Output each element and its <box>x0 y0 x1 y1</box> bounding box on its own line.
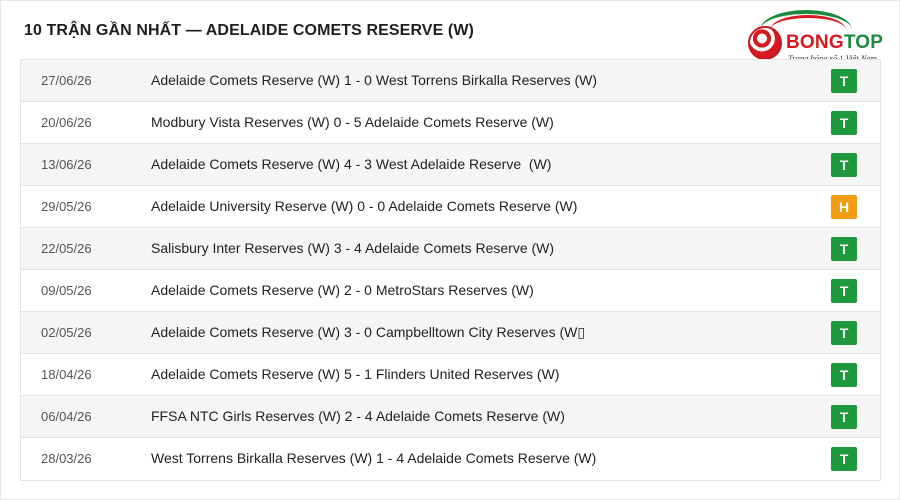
match-fixture[interactable]: FFSA NTC Girls Reserves (W) 2 - 4 Adelai… <box>151 408 565 424</box>
match-date: 02/05/26 <box>41 325 92 340</box>
match-fixture[interactable]: Adelaide Comets Reserve (W) 2 - 0 MetroS… <box>151 282 534 298</box>
match-fixture[interactable]: Modbury Vista Reserves (W) 0 - 5 Adelaid… <box>151 114 554 130</box>
match-fixture[interactable]: Salisbury Inter Reserves (W) 3 - 4 Adela… <box>151 240 554 256</box>
home-team: Adelaide Comets Reserve (W) <box>151 282 341 298</box>
away-team: Adelaide Comets Reserve (W) <box>388 198 578 214</box>
match-score: 3 - 4 <box>333 240 362 256</box>
match-score: 0 - 5 <box>333 114 362 130</box>
recent-matches-table: 27/06/26 Adelaide Comets Reserve (W) 1 - … <box>20 59 881 481</box>
home-team: Adelaide Comets Reserve (W) <box>151 366 341 382</box>
away-team: West Adelaide Reserve (W) <box>375 156 552 172</box>
logo-brand-part1: BONG <box>786 32 844 53</box>
result-badge-win: T <box>831 69 857 93</box>
match-row[interactable]: 18/04/26 Adelaide Comets Reserve (W) 5 - … <box>21 354 880 396</box>
result-badge-draw: H <box>831 195 857 219</box>
logo-brand-part2: TOP <box>843 32 884 53</box>
away-team: Adelaide Comets Reserve (W) <box>407 450 597 466</box>
away-team: Campbelltown City Reserves (W▯ <box>375 324 586 340</box>
soccer-ball-icon <box>748 26 782 60</box>
result-badge-win: T <box>831 321 857 345</box>
match-row[interactable]: 13/06/26 Adelaide Comets Reserve (W) 4 - … <box>21 144 880 186</box>
match-date: 29/05/26 <box>41 199 92 214</box>
logo-swoosh-red <box>770 15 846 45</box>
match-score: 1 - 0 <box>343 72 372 88</box>
match-row[interactable]: 06/04/26 FFSA NTC Girls Reserves (W) 2 - … <box>21 396 880 438</box>
match-score: 2 - 4 <box>344 408 373 424</box>
home-team: Salisbury Inter Reserves (W) <box>151 240 330 256</box>
match-row[interactable]: 27/06/26 Adelaide Comets Reserve (W) 1 - … <box>21 60 880 102</box>
away-team: Adelaide Comets Reserve (W) <box>364 114 554 130</box>
away-team: Adelaide Comets Reserve (W) <box>364 240 555 256</box>
match-date: 06/04/26 <box>41 409 92 424</box>
away-team: Adelaide Comets Reserve (W) <box>375 408 565 424</box>
match-fixture[interactable]: Adelaide University Reserve (W) 0 - 0 Ad… <box>151 198 577 214</box>
result-badge-win: T <box>831 405 857 429</box>
match-fixture[interactable]: Adelaide Comets Reserve (W) 5 - 1 Flinde… <box>151 366 559 382</box>
home-team: Adelaide Comets Reserve (W) <box>151 324 341 340</box>
result-badge-win: T <box>831 237 857 261</box>
match-date: 22/05/26 <box>41 241 92 256</box>
match-fixture[interactable]: Adelaide Comets Reserve (W) 4 - 3 West A… <box>151 156 551 172</box>
result-badge-win: T <box>831 153 857 177</box>
logo-brand: BONGTOP <box>786 32 883 54</box>
home-team: Adelaide University Reserve (W) <box>151 198 354 214</box>
match-row[interactable]: 20/06/26 Modbury Vista Reserves (W) 0 - 5… <box>21 102 880 144</box>
match-date: 18/04/26 <box>41 367 92 382</box>
match-score: 0 - 0 <box>357 198 386 214</box>
match-row[interactable]: 02/05/26 Adelaide Comets Reserve (W) 3 - … <box>21 312 880 354</box>
away-team: West Torrens Birkalla Reserves (W) <box>375 72 598 88</box>
home-team: FFSA NTC Girls Reserves (W) <box>151 408 341 424</box>
away-team: MetroStars Reserves (W) <box>375 282 534 298</box>
home-team: Modbury Vista Reserves (W) <box>151 114 330 130</box>
match-date: 20/06/26 <box>41 115 92 130</box>
match-row[interactable]: 09/05/26 Adelaide Comets Reserve (W) 2 - … <box>21 270 880 312</box>
match-row[interactable]: 28/03/26 West Torrens Birkalla Reserves (… <box>21 438 880 480</box>
match-score: 5 - 1 <box>343 366 372 382</box>
home-team: Adelaide Comets Reserve (W) <box>151 72 341 88</box>
result-badge-win: T <box>831 363 857 387</box>
home-team: West Torrens Birkalla Reserves (W) <box>151 450 373 466</box>
logo-swoosh-green <box>760 10 852 50</box>
match-date: 27/06/26 <box>41 73 92 88</box>
match-score: 2 - 0 <box>343 282 372 298</box>
match-row[interactable]: 29/05/26 Adelaide University Reserve (W) … <box>21 186 880 228</box>
match-score: 4 - 3 <box>343 156 372 172</box>
match-row[interactable]: 22/05/26 Salisbury Inter Reserves (W) 3 -… <box>21 228 880 270</box>
match-date: 09/05/26 <box>41 283 92 298</box>
logo-tagline: Trang bóng số 1 Việt Nam <box>788 53 877 63</box>
bongtop-logo[interactable]: BONGTOP Trang bóng số 1 Việt Nam <box>742 8 892 68</box>
away-team: Flinders United Reserves (W) <box>375 366 560 382</box>
page-title: 10 TRẬN GẦN NHẤT — ADELAIDE COMETS RESER… <box>24 22 474 39</box>
match-fixture[interactable]: Adelaide Comets Reserve (W) 3 - 0 Campbe… <box>151 324 585 341</box>
result-badge-win: T <box>831 279 857 303</box>
match-fixture[interactable]: Adelaide Comets Reserve (W) 1 - 0 West T… <box>151 72 597 88</box>
match-date: 13/06/26 <box>41 157 92 172</box>
match-date: 28/03/26 <box>41 451 92 466</box>
result-badge-win: T <box>831 447 857 471</box>
match-fixture[interactable]: West Torrens Birkalla Reserves (W) 1 - 4… <box>151 450 596 466</box>
match-score: 1 - 4 <box>376 450 405 466</box>
home-team: Adelaide Comets Reserve (W) <box>151 156 341 172</box>
result-badge-win: T <box>831 111 857 135</box>
match-score: 3 - 0 <box>343 324 372 340</box>
